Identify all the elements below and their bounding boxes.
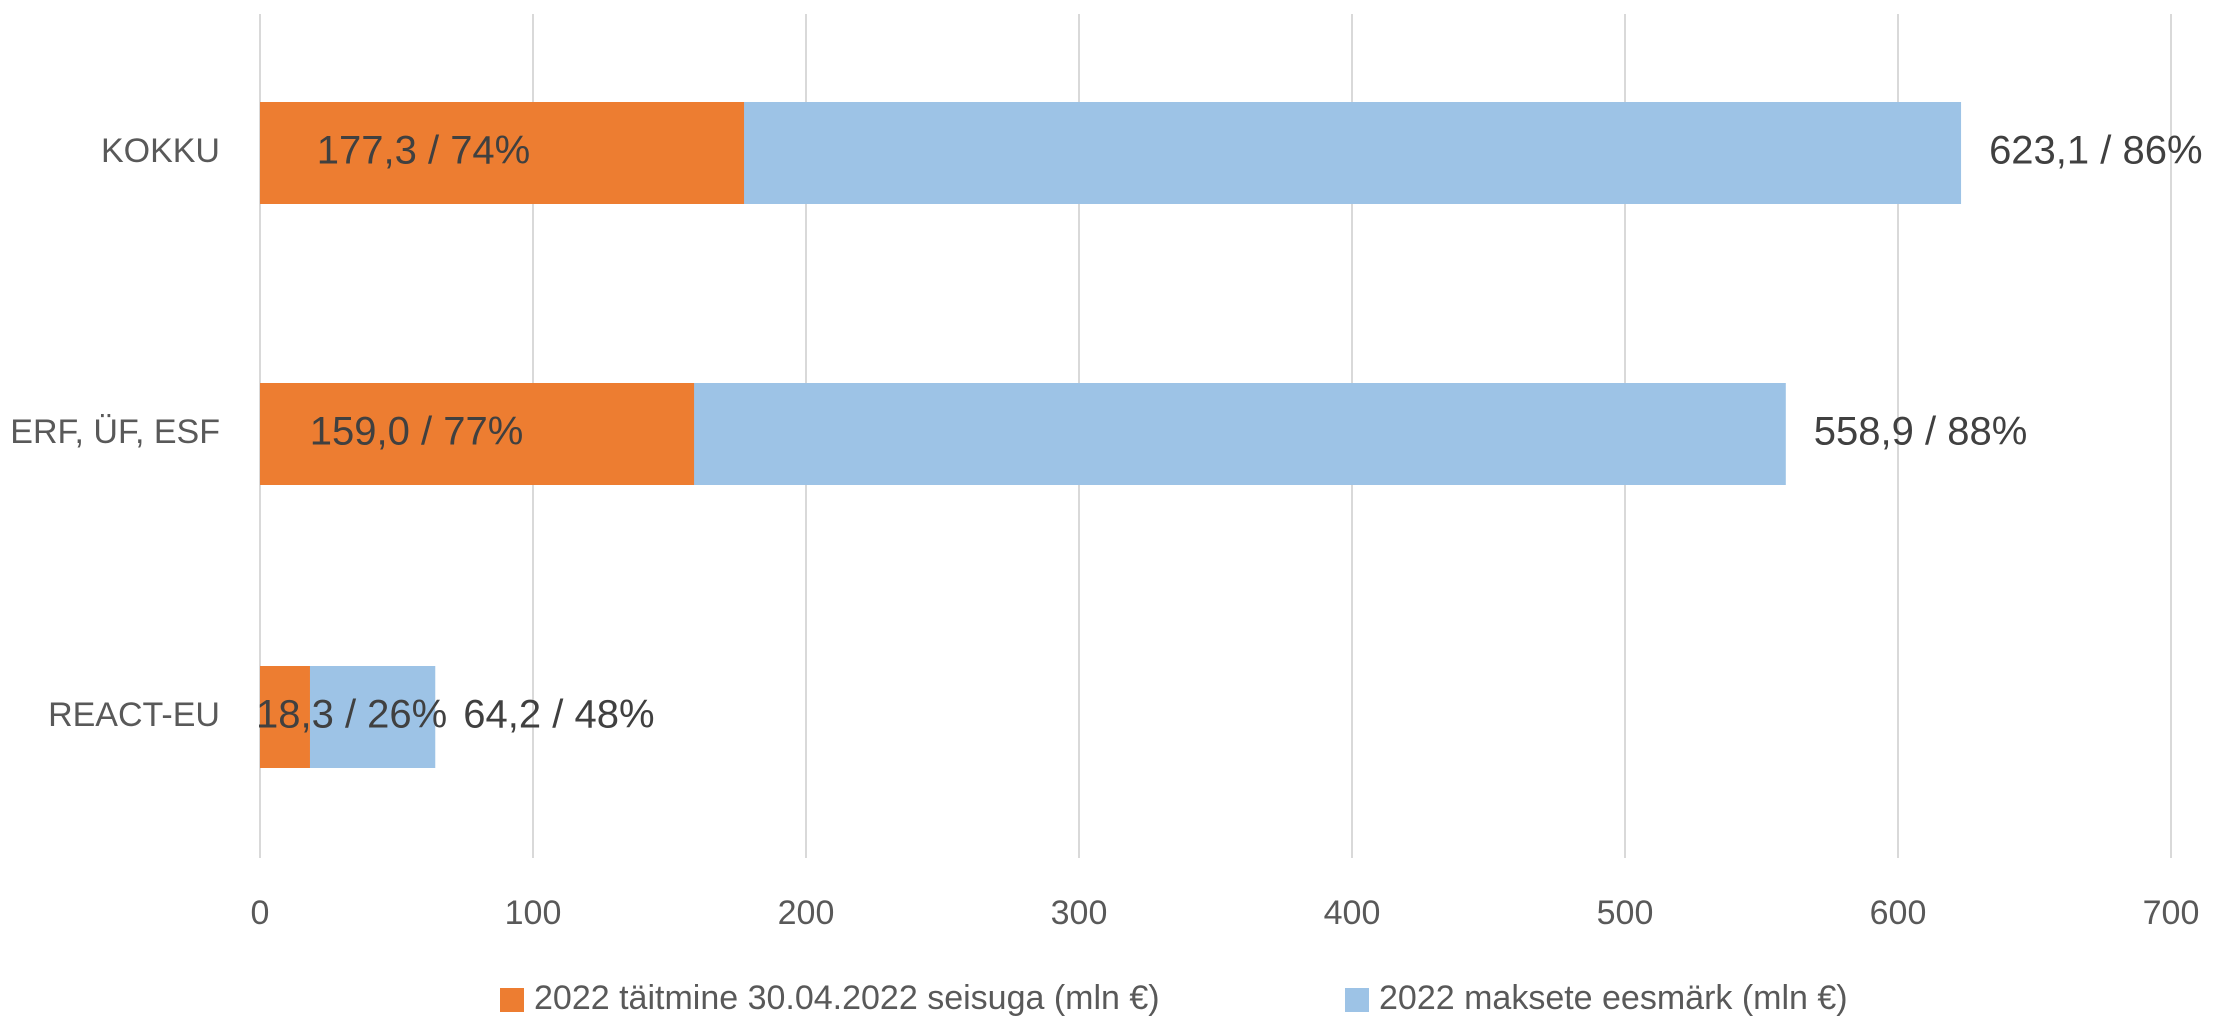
x-tick-label: 400 bbox=[1324, 894, 1381, 932]
x-tick-label: 700 bbox=[2143, 894, 2200, 932]
bar bbox=[260, 383, 695, 485]
value-label: 18,3 / 26% bbox=[256, 693, 447, 737]
x-tick-label: 600 bbox=[1870, 894, 1927, 932]
x-tick-label: 500 bbox=[1597, 894, 1654, 932]
legend-label: 2022 täitmine 30.04.2022 seisuga (mln €) bbox=[534, 979, 1160, 1017]
legend-label: 2022 maksete eesmärk (mln €) bbox=[1379, 979, 1848, 1017]
category-label: KOKKU bbox=[101, 132, 220, 170]
value-label: 159,0 / 77% bbox=[310, 410, 523, 454]
legend-swatch bbox=[500, 988, 524, 1012]
bar bbox=[260, 102, 745, 204]
value-label: 558,9 / 88% bbox=[1814, 410, 2028, 454]
category-label: REACT-EU bbox=[48, 696, 220, 734]
bar bbox=[260, 666, 310, 768]
category-label: ERF, ÜF, ESF bbox=[10, 413, 220, 451]
legend-swatch bbox=[1345, 988, 1369, 1012]
x-tick-label: 200 bbox=[778, 894, 835, 932]
x-tick-label: 100 bbox=[505, 894, 562, 932]
x-tick-label: 0 bbox=[251, 894, 270, 932]
x-tick-label: 300 bbox=[1051, 894, 1108, 932]
value-label: 177,3 / 74% bbox=[317, 129, 530, 173]
value-label: 623,1 / 86% bbox=[1989, 129, 2203, 173]
value-label: 64,2 / 48% bbox=[463, 693, 654, 737]
